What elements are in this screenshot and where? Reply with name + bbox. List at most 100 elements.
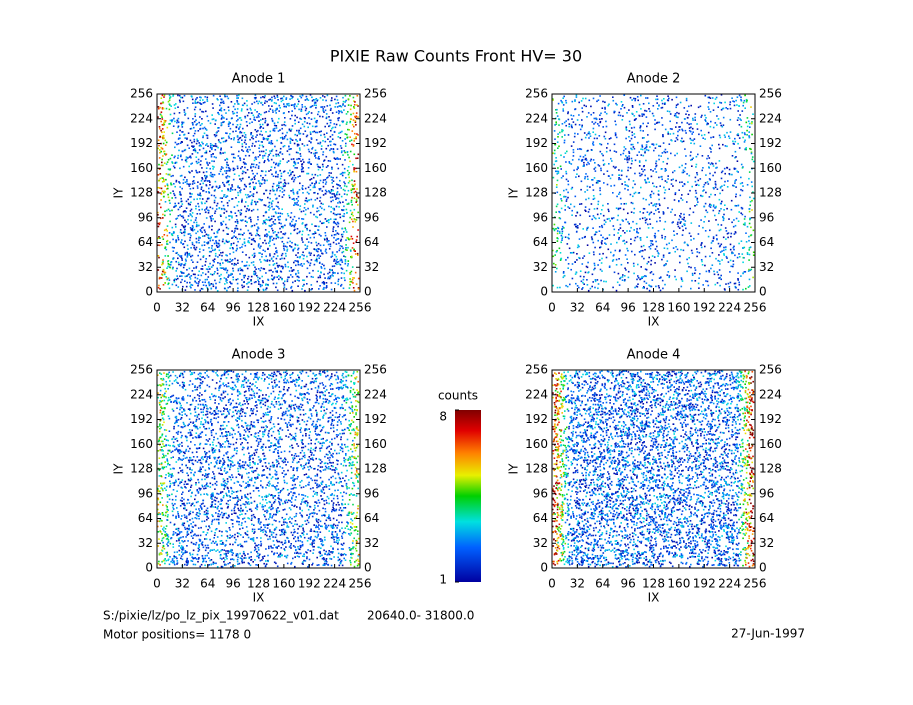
count-pixel xyxy=(265,189,267,192)
count-pixel xyxy=(244,215,247,218)
count-pixel xyxy=(236,219,238,221)
count-pixel xyxy=(206,176,208,178)
count-pixel xyxy=(240,167,242,170)
count-pixel xyxy=(200,287,203,290)
count-pixel xyxy=(683,223,685,226)
count-pixel xyxy=(665,243,668,246)
count-pixel xyxy=(181,150,184,153)
count-pixel xyxy=(269,98,271,101)
count-pixel xyxy=(658,145,660,147)
count-pixel xyxy=(339,105,342,107)
count-pixel xyxy=(304,199,307,202)
count-pixel xyxy=(342,103,344,105)
count-pixel xyxy=(160,164,163,167)
count-pixel xyxy=(303,279,306,282)
count-pixel xyxy=(218,113,220,116)
count-pixel xyxy=(617,272,620,275)
count-pixel xyxy=(340,258,342,261)
count-pixel xyxy=(663,150,665,153)
count-pixel xyxy=(172,257,175,260)
count-pixel xyxy=(231,184,233,186)
count-pixel xyxy=(319,220,321,223)
count-pixel xyxy=(289,240,291,243)
count-pixel xyxy=(337,119,340,122)
count-pixel xyxy=(355,137,357,140)
count-pixel xyxy=(630,147,632,150)
count-pixel xyxy=(175,218,177,220)
count-pixel xyxy=(315,181,317,184)
count-pixel xyxy=(601,270,603,272)
count-pixel xyxy=(292,188,294,191)
count-pixel xyxy=(322,244,325,246)
y-axis-label: IY xyxy=(112,187,126,199)
count-pixel xyxy=(255,140,257,143)
count-pixel xyxy=(332,189,334,192)
count-pixel xyxy=(291,270,293,272)
count-pixel xyxy=(645,97,647,99)
count-pixel xyxy=(168,263,170,266)
count-pixel xyxy=(345,123,348,125)
count-pixel xyxy=(251,163,253,165)
count-pixel xyxy=(242,127,244,130)
count-pixel xyxy=(602,126,604,128)
count-pixel xyxy=(167,208,170,211)
count-pixel xyxy=(290,287,292,289)
count-pixel xyxy=(255,96,257,99)
count-pixel xyxy=(306,255,308,258)
count-pixel xyxy=(318,188,321,191)
count-pixel xyxy=(190,163,192,165)
count-pixel xyxy=(177,126,179,129)
count-pixel xyxy=(691,158,693,161)
count-pixel xyxy=(560,207,563,210)
count-pixel xyxy=(570,125,573,128)
count-pixel xyxy=(740,240,743,242)
count-pixel xyxy=(308,122,311,125)
count-pixel xyxy=(181,96,184,99)
count-pixel xyxy=(212,185,214,188)
count-pixel xyxy=(745,147,747,149)
count-pixel xyxy=(232,156,235,159)
count-pixel xyxy=(211,114,213,116)
count-pixel xyxy=(157,286,160,289)
count-pixel xyxy=(608,234,611,236)
count-pixel xyxy=(567,267,569,269)
count-pixel xyxy=(288,270,291,272)
count-pixel xyxy=(202,99,204,101)
count-pixel xyxy=(268,105,270,107)
count-pixel xyxy=(206,180,209,182)
count-pixel xyxy=(277,176,279,178)
count-pixel xyxy=(312,276,314,278)
count-pixel xyxy=(608,210,610,213)
count-pixel xyxy=(692,119,694,121)
y-tick-label: 256 xyxy=(130,87,153,101)
count-pixel xyxy=(270,201,273,204)
count-pixel xyxy=(343,231,345,233)
count-pixel xyxy=(250,132,253,134)
count-pixel xyxy=(562,110,565,112)
count-pixel xyxy=(248,217,250,220)
count-pixel xyxy=(195,169,197,172)
count-pixel xyxy=(312,206,314,208)
count-pixel xyxy=(654,232,656,235)
count-pixel xyxy=(226,259,229,261)
count-pixel xyxy=(225,226,228,229)
count-pixel xyxy=(751,185,753,188)
count-pixel xyxy=(248,241,251,244)
count-pixel xyxy=(236,165,239,168)
count-pixel xyxy=(746,253,749,255)
count-pixel xyxy=(239,131,241,134)
count-pixel xyxy=(705,174,707,176)
count-pixel xyxy=(337,102,340,104)
count-pixel xyxy=(284,181,286,184)
count-pixel xyxy=(688,114,690,116)
count-pixel xyxy=(220,201,223,203)
count-pixel xyxy=(191,193,193,195)
count-pixel xyxy=(556,191,559,194)
count-pixel xyxy=(633,207,636,210)
count-pixel xyxy=(229,133,231,135)
count-pixel xyxy=(231,189,234,191)
count-pixel xyxy=(700,244,702,246)
count-pixel xyxy=(574,132,576,135)
count-pixel xyxy=(300,160,302,162)
count-pixel xyxy=(256,208,259,211)
